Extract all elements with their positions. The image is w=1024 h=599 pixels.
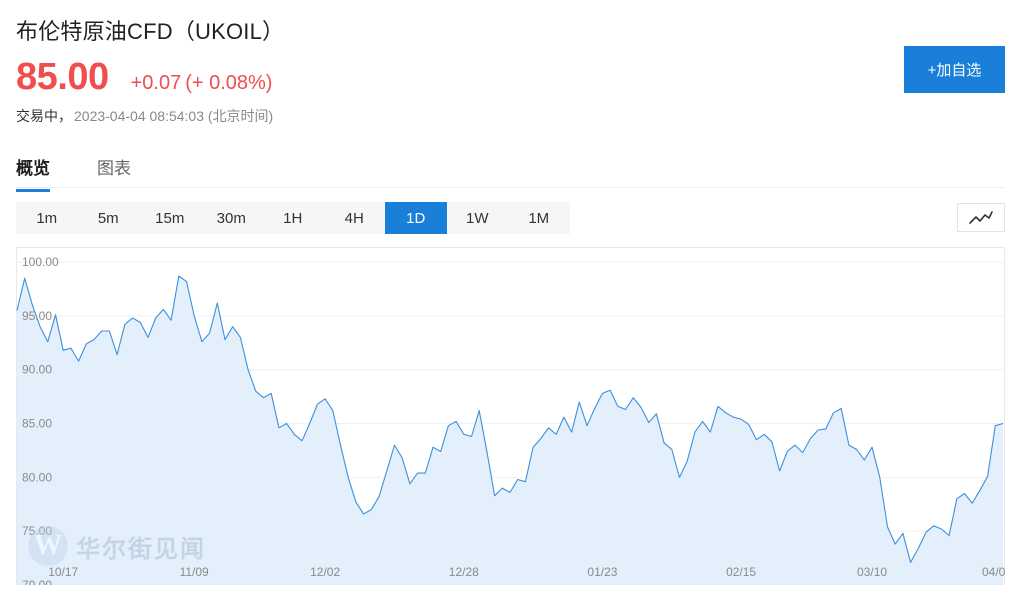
quote-timestamp: 2023-04-04 08:54:03 (北京时间)	[74, 108, 274, 124]
watermark-text: 华尔街见闻	[76, 535, 206, 563]
x-tick-label: 12/02	[310, 565, 340, 579]
series-area	[17, 276, 1003, 585]
x-tick-label: 10/17	[48, 565, 78, 579]
x-tick-label: 11/09	[180, 565, 209, 579]
add-to-watchlist-button[interactable]: +加自选	[904, 46, 1005, 93]
tab-overview[interactable]: 概览	[16, 154, 50, 192]
period-15m[interactable]: 15m	[155, 209, 185, 227]
series-line	[16, 275, 1004, 563]
period-selector: 1m 5m 15m 30m 1H 4H 1D 1W 1M	[16, 202, 570, 234]
watermark: W 华尔街见闻	[28, 526, 206, 566]
x-tick-label: 03/10	[857, 565, 887, 579]
price-chart[interactable]: 100.00 95.00 90.00 85.00 80.00 75.00 70.00 10/…	[16, 247, 1005, 585]
trading-state: 交易中，	[16, 108, 72, 124]
price-row: 85.00 +0.07 (+ 0.08%)	[16, 56, 272, 99]
y-tick-label: 85.00	[22, 417, 52, 431]
y-axis-labels: 100.00 95.00 90.00 85.00 80.00 75.00 70.00	[22, 255, 59, 585]
period-30m[interactable]: 30m	[216, 209, 246, 227]
chart-type-button[interactable]	[957, 203, 1005, 232]
current-price: 85.00	[16, 56, 109, 98]
x-axis-labels: 10/17 11/09 12/02 12/28 01/23 02/15 03/10 04/0	[48, 565, 1005, 579]
period-1h[interactable]: 1H	[283, 209, 303, 227]
period-1m[interactable]: 1m	[36, 209, 58, 227]
tab-chart[interactable]: 图表	[97, 159, 131, 178]
period-1d[interactable]: 1D	[385, 202, 447, 234]
y-tick-label: 70.00	[22, 578, 52, 585]
y-tick-label: 90.00	[22, 363, 52, 377]
series-layer	[16, 275, 1004, 585]
page-title: 布伦特原油CFD（UKOIL）	[16, 19, 285, 44]
x-tick-label: 12/28	[449, 565, 479, 579]
period-1w[interactable]: 1W	[466, 209, 489, 227]
tab-bar: 概览 图表	[16, 150, 1005, 192]
price-change-percent: (+ 0.08%)	[185, 72, 273, 94]
watermark-logo-icon: W	[28, 526, 68, 566]
trading-status: 交易中， 2023-04-04 08:54:03 (北京时间)	[16, 106, 273, 126]
x-tick-label: 01/23	[587, 565, 617, 579]
y-tick-label: 75.00	[22, 524, 52, 538]
y-tick-label: 80.00	[22, 470, 52, 484]
line-chart-icon	[969, 210, 993, 224]
price-change: +0.07	[130, 72, 182, 94]
period-1mo[interactable]: 1M	[528, 209, 550, 227]
period-4h[interactable]: 4H	[344, 209, 364, 227]
y-tick-label: 95.00	[22, 309, 52, 323]
y-tick-label: 100.00	[22, 255, 59, 269]
x-tick-label: 02/15	[726, 565, 756, 579]
period-5m[interactable]: 5m	[97, 209, 119, 227]
x-tick-label: 04/0	[982, 565, 1005, 579]
price-chart-svg: 100.00 95.00 90.00 85.00 80.00 75.00 70.00 10/…	[16, 247, 1005, 585]
